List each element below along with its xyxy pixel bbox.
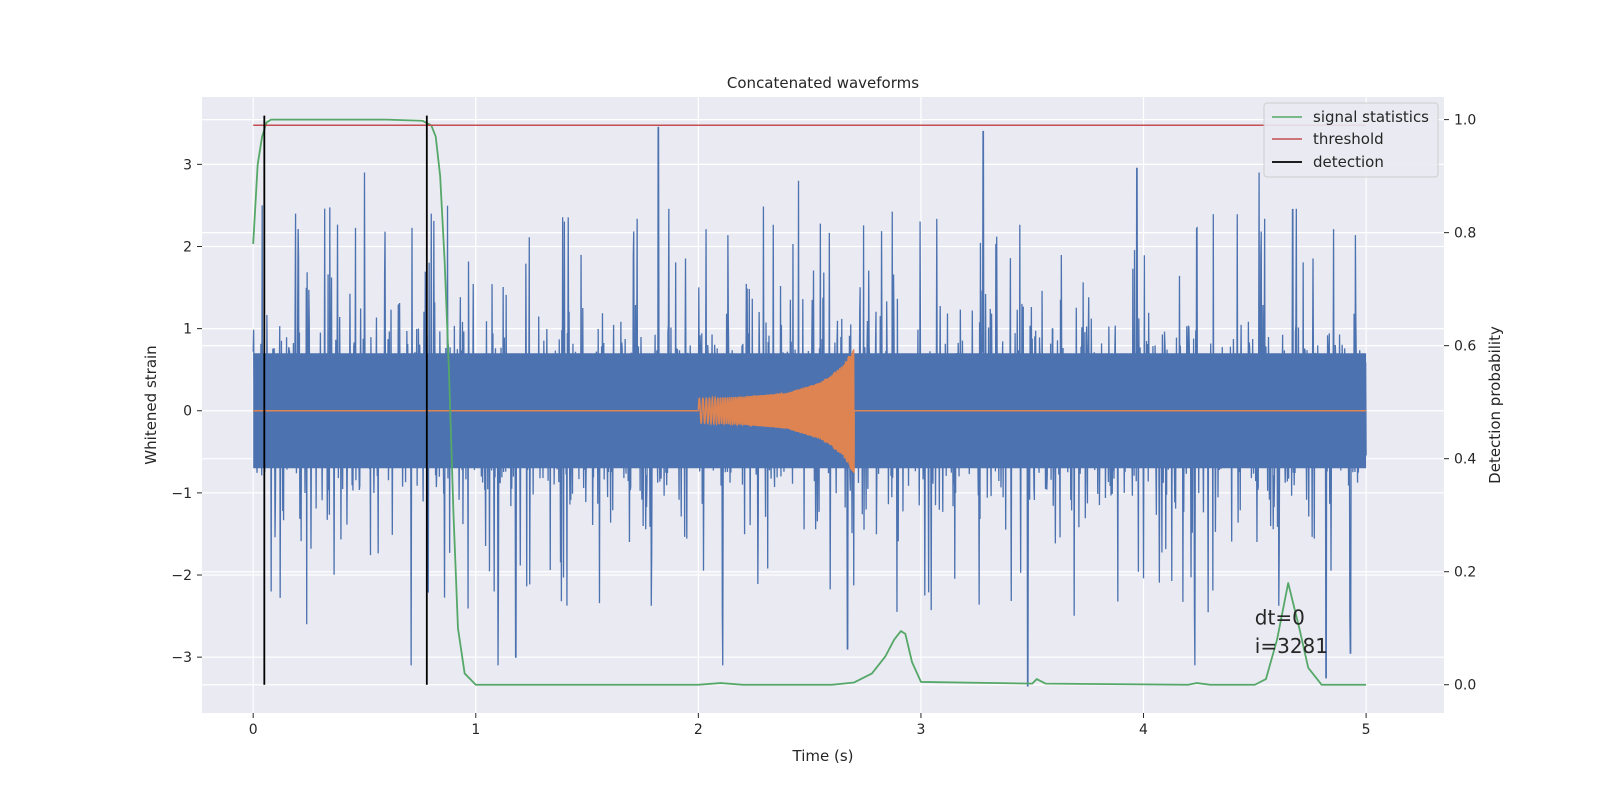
legend-label-threshold: threshold [1313,130,1384,148]
legend: signal statistics threshold detection [1263,102,1439,178]
x-tick-label: 1 [471,722,480,738]
y-tick-label-right: 0.0 [1454,678,1476,694]
y-tick-label-left: −3 [171,650,192,666]
y-tick-label-left: 3 [183,157,192,173]
x-tick-label: 3 [916,722,925,738]
axes: 0 1 2 3 4 5 3 2 1 0 −1 −2 −3 1.0 0.8 0.6 0.4 0.2 0.0 [171,113,1476,738]
y-axis-label-right: Detection probability [1486,326,1504,484]
x-tick-label: 5 [1362,722,1371,738]
legend-label-detection: detection [1313,153,1384,171]
legend-label-signal-statistics: signal statistics [1313,108,1429,126]
series-signal-statistics [252,118,1367,686]
y-tick-label-left: −1 [171,486,192,502]
x-tick-label: 0 [249,722,258,738]
y-tick-label-right: 0.2 [1454,565,1476,581]
y-tick-label-left: 0 [183,404,192,420]
x-tick-label: 4 [1139,722,1148,738]
series-waveform [253,349,1367,473]
y-tick-label-right: 1.0 [1454,113,1476,129]
y-tick-label-right: 0.6 [1454,339,1476,355]
plot-area [252,115,1367,687]
legend-box [1263,102,1439,178]
annotation-group: dt=0 i=3281 [1255,605,1328,658]
chart-title: Concatenated waveforms [727,74,919,92]
y-tick-label-right: 0.4 [1454,452,1476,468]
y-tick-label-left: 1 [183,322,192,338]
y-tick-label-left: 2 [183,239,192,255]
y-tick-label-left: −2 [171,568,192,584]
y-axis-label-left: Whitened strain [142,345,160,464]
annotation-dt: dt=0 [1255,605,1305,629]
x-axis-label: Time (s) [792,747,854,765]
x-tick-label: 2 [694,722,703,738]
annotation-index: i=3281 [1255,634,1328,658]
y-tick-label-right: 0.8 [1454,226,1476,242]
